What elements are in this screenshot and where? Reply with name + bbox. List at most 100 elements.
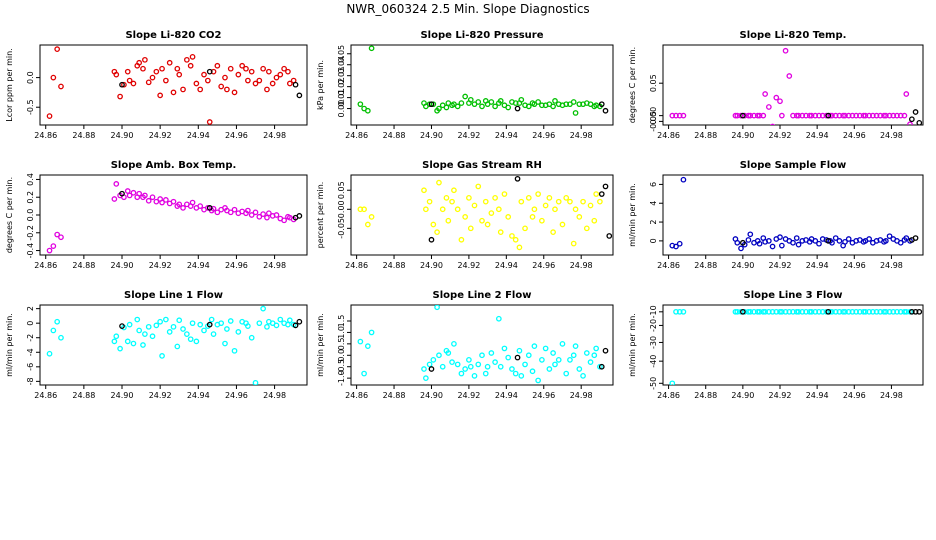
data-point bbox=[539, 217, 545, 224]
data-point bbox=[572, 343, 579, 349]
panel-4: Slope Amb. Box Temp. 24.86 24.88 24.90 24.92… bbox=[5, 160, 308, 270]
x-tick-label: 24.92 bbox=[457, 131, 480, 140]
reference-point bbox=[514, 105, 521, 112]
x-tick-label: 24.94 bbox=[806, 391, 829, 400]
data-point bbox=[174, 65, 181, 72]
data-point bbox=[849, 308, 856, 315]
data-points bbox=[669, 176, 919, 252]
data-point bbox=[883, 238, 889, 244]
data-point bbox=[189, 54, 196, 60]
data-point bbox=[458, 236, 465, 243]
data-point bbox=[58, 83, 64, 90]
data-point bbox=[176, 71, 183, 78]
data-point bbox=[218, 83, 225, 90]
x-tick-label: 24.86 bbox=[34, 391, 57, 400]
x-tick-label: 24.96 bbox=[843, 131, 866, 140]
reference-point bbox=[598, 191, 605, 197]
data-point bbox=[124, 188, 131, 194]
data-point bbox=[479, 352, 485, 359]
x-tick-label: 24.96 bbox=[225, 391, 248, 400]
data-point bbox=[273, 322, 280, 329]
data-point bbox=[256, 77, 263, 84]
x-tick-label: 24.96 bbox=[843, 261, 866, 270]
y-tick-label: 0.05 bbox=[337, 45, 346, 63]
data-point bbox=[368, 329, 375, 336]
panel-9: Slope Line 3 Flow 24.86 24.88 24.90 24.92 24.… bbox=[628, 290, 924, 400]
y-axis-label: percent per min. bbox=[316, 182, 325, 249]
data-point bbox=[849, 112, 856, 119]
data-point bbox=[145, 323, 152, 330]
y-tick-label: 0.01 bbox=[337, 89, 346, 107]
data-point bbox=[760, 308, 767, 315]
y-tick-label: -0.2 bbox=[26, 225, 35, 241]
data-points bbox=[357, 175, 613, 251]
data-point bbox=[832, 112, 839, 119]
data-point bbox=[669, 112, 676, 119]
y-tick-label: 4 bbox=[649, 201, 658, 206]
data-point bbox=[256, 320, 263, 327]
data-point bbox=[816, 308, 822, 315]
x-tick-label: 24.88 bbox=[694, 131, 717, 140]
data-point bbox=[509, 366, 515, 372]
data-point bbox=[149, 194, 156, 201]
data-point bbox=[680, 308, 687, 315]
data-point bbox=[795, 308, 802, 315]
x-tick-label: 24.96 bbox=[225, 261, 248, 270]
data-point bbox=[676, 308, 683, 315]
y-tick-label: -50 bbox=[649, 377, 658, 390]
data-point bbox=[462, 214, 469, 220]
data-points bbox=[46, 305, 303, 385]
data-point bbox=[124, 68, 131, 75]
data-point bbox=[248, 212, 255, 218]
x-tick-label: 24.94 bbox=[187, 261, 210, 270]
reference-point bbox=[206, 68, 213, 75]
data-point bbox=[475, 99, 482, 105]
data-point bbox=[364, 343, 371, 349]
x-tick-label: 24.98 bbox=[880, 261, 903, 270]
data-point bbox=[773, 308, 780, 315]
data-point bbox=[559, 341, 566, 347]
figure-title: NWR_060324 2.5 Min. Slope Diagnostics bbox=[346, 2, 589, 16]
data-point bbox=[795, 112, 802, 119]
data-point bbox=[836, 308, 843, 315]
data-point bbox=[747, 231, 754, 238]
data-point bbox=[482, 198, 489, 205]
data-point bbox=[436, 179, 442, 186]
y-tick-label: 0 bbox=[649, 238, 658, 243]
data-point bbox=[239, 62, 246, 69]
data-point bbox=[488, 99, 495, 105]
data-point bbox=[184, 56, 190, 63]
data-point bbox=[222, 340, 228, 347]
data-point bbox=[231, 206, 238, 213]
data-point bbox=[845, 308, 852, 315]
data-point bbox=[873, 308, 880, 315]
data-point bbox=[46, 247, 53, 254]
y-tick-label: 0 bbox=[26, 321, 35, 326]
panel-title: Slope Li-820 Pressure bbox=[420, 30, 543, 41]
data-point bbox=[187, 62, 194, 69]
data-point bbox=[252, 80, 259, 87]
data-point bbox=[501, 345, 508, 352]
data-point bbox=[451, 341, 457, 347]
data-point bbox=[587, 202, 594, 209]
panel-3: Slope Li-820 Temp. 24.86 24.88 24.90 24.92 24… bbox=[628, 30, 924, 140]
data-point bbox=[897, 239, 904, 246]
reference-point bbox=[292, 81, 299, 88]
y-tick-label: -30 bbox=[649, 336, 658, 349]
data-point bbox=[812, 238, 819, 244]
data-point bbox=[593, 191, 600, 197]
x-tick-label: 24.92 bbox=[769, 131, 792, 140]
data-point bbox=[149, 74, 156, 81]
data-point bbox=[436, 352, 442, 359]
data-point bbox=[484, 221, 491, 228]
data-point bbox=[163, 197, 169, 203]
reference-point bbox=[514, 354, 521, 361]
data-point bbox=[157, 318, 163, 325]
data-point bbox=[734, 239, 741, 246]
x-tick-label: 24.88 bbox=[694, 391, 717, 400]
y-tick-label: 2 bbox=[649, 220, 658, 225]
reference-point bbox=[296, 213, 303, 219]
data-point bbox=[777, 308, 783, 315]
data-point bbox=[46, 350, 53, 357]
data-point bbox=[777, 234, 783, 240]
